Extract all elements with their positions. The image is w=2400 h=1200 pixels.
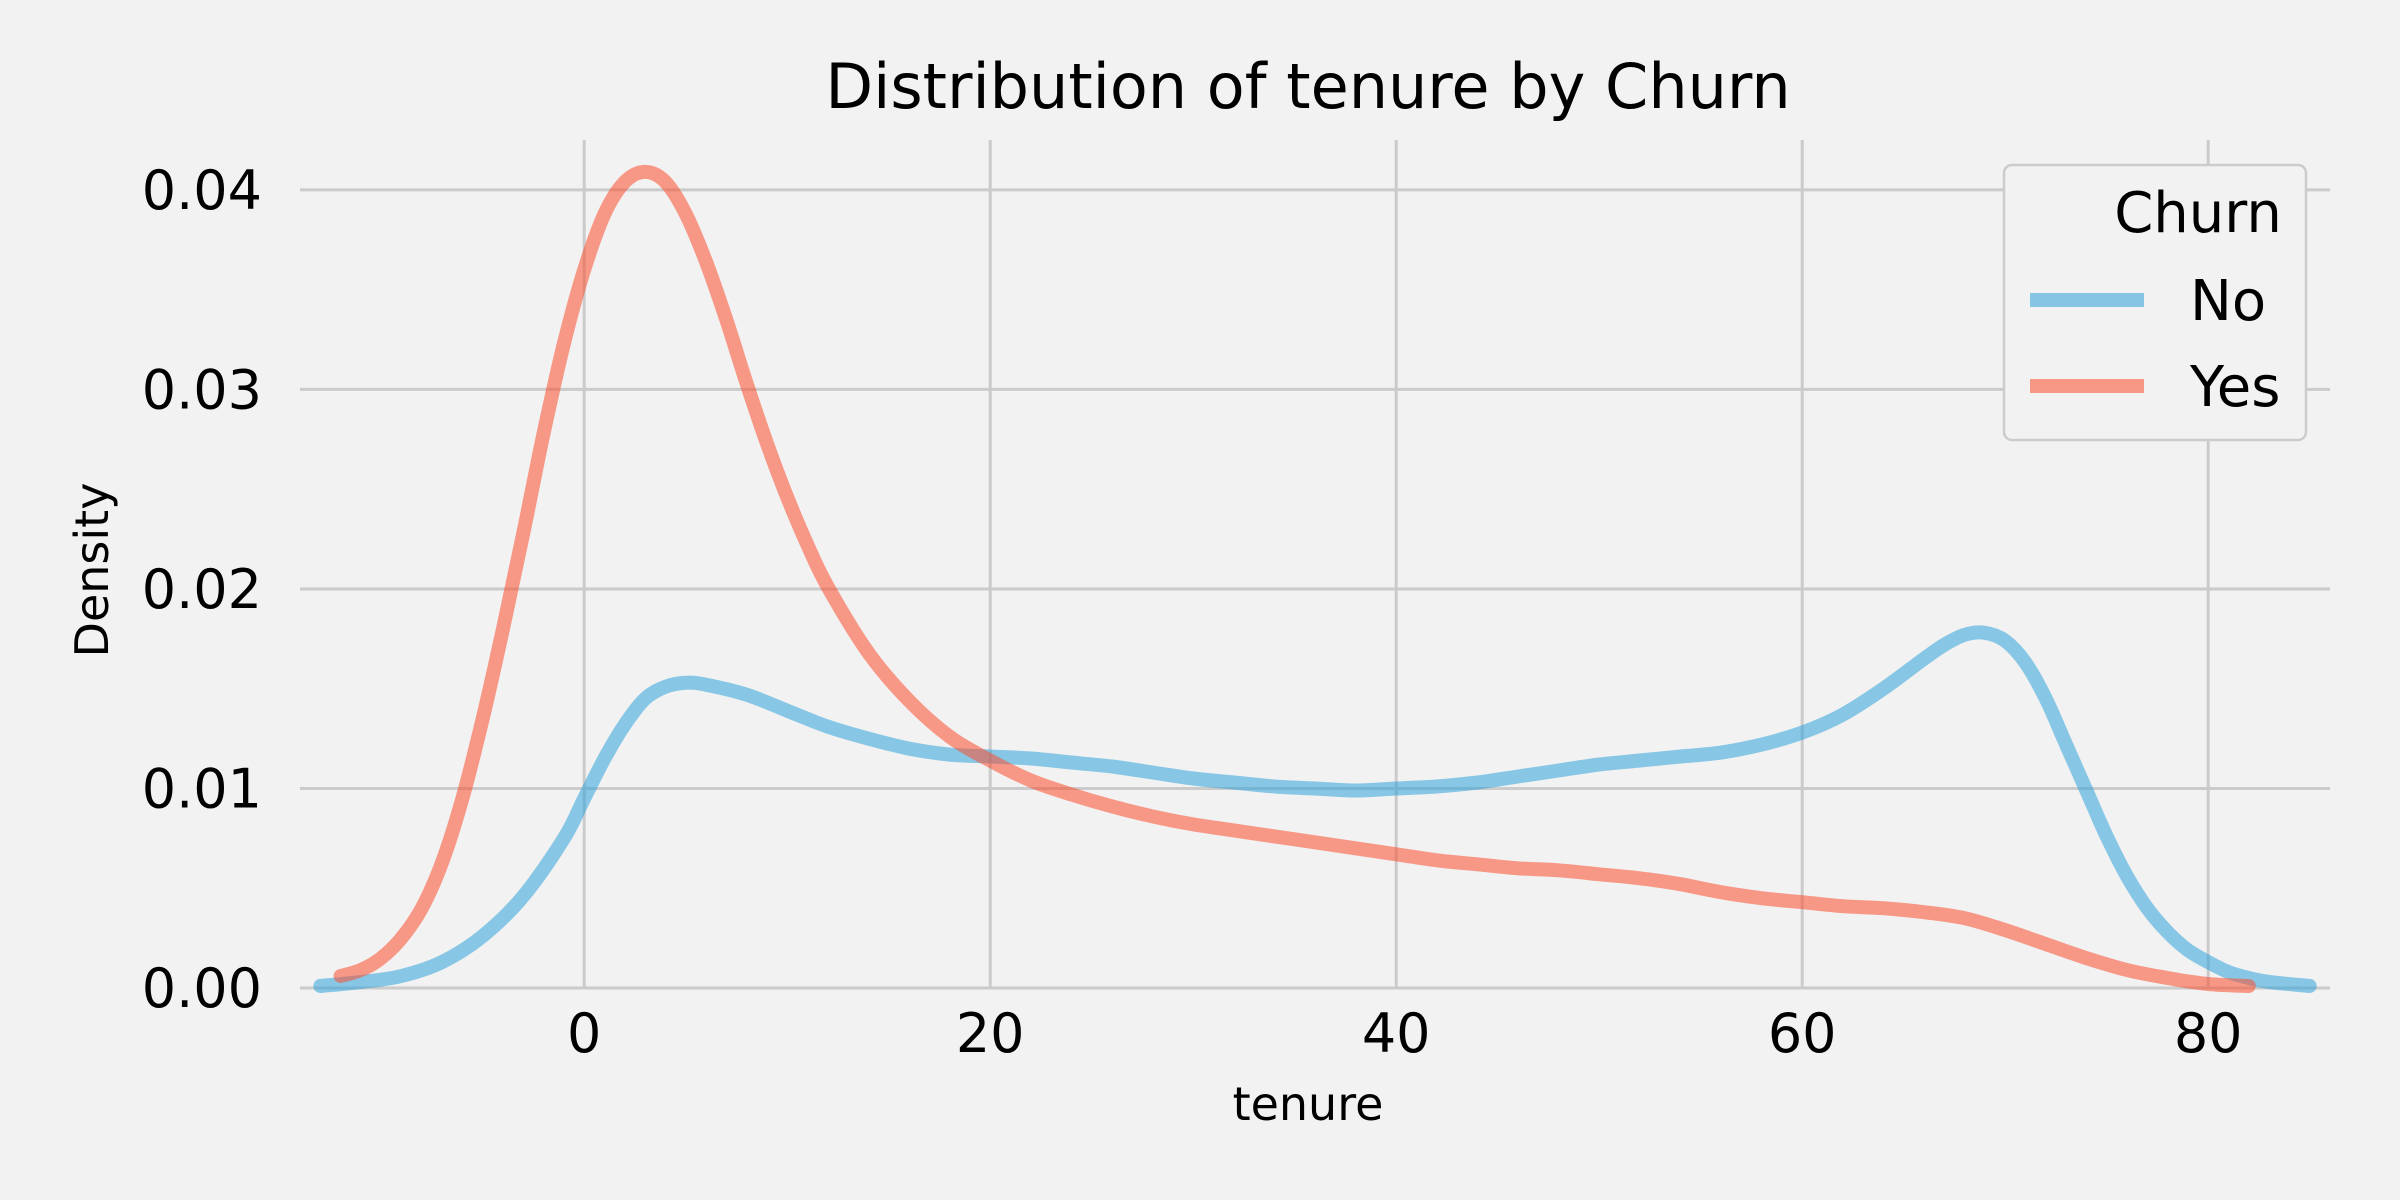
y-tick-label: 0.04 — [142, 159, 262, 222]
y-tick-label: 0.01 — [142, 757, 262, 820]
y-axis-label: Density — [65, 483, 119, 658]
y-tick-label: 0.00 — [142, 957, 262, 1020]
x-tick-label: 40 — [1362, 1002, 1431, 1065]
legend-label-no: No — [2190, 269, 2266, 334]
x-tick-label: 20 — [956, 1002, 1025, 1065]
y-tick-label: 0.02 — [142, 558, 262, 621]
x-tick-labels: 0 20 40 60 80 — [567, 1002, 2243, 1065]
x-tick-label: 0 — [567, 1002, 601, 1065]
series-line-no — [313, 625, 2317, 993]
x-tick-label: 60 — [1768, 1002, 1837, 1065]
gridlines — [300, 140, 2330, 990]
legend-label-yes: Yes — [2189, 355, 2280, 420]
x-tick-label: 80 — [2174, 1002, 2243, 1065]
series-line-yes — [333, 164, 2256, 993]
legend-frame — [2002, 163, 2308, 442]
y-tick-label: 0.03 — [142, 358, 262, 421]
legend: Churn No Yes — [2002, 163, 2308, 442]
legend-title: Churn — [2114, 181, 2282, 246]
series-lines — [313, 164, 2317, 993]
chart-title: Distribution of tenure by Churn — [825, 50, 1790, 123]
y-tick-labels: 0.00 0.01 0.02 0.03 0.04 — [142, 159, 262, 1020]
x-axis-label: tenure — [1233, 1077, 1384, 1131]
